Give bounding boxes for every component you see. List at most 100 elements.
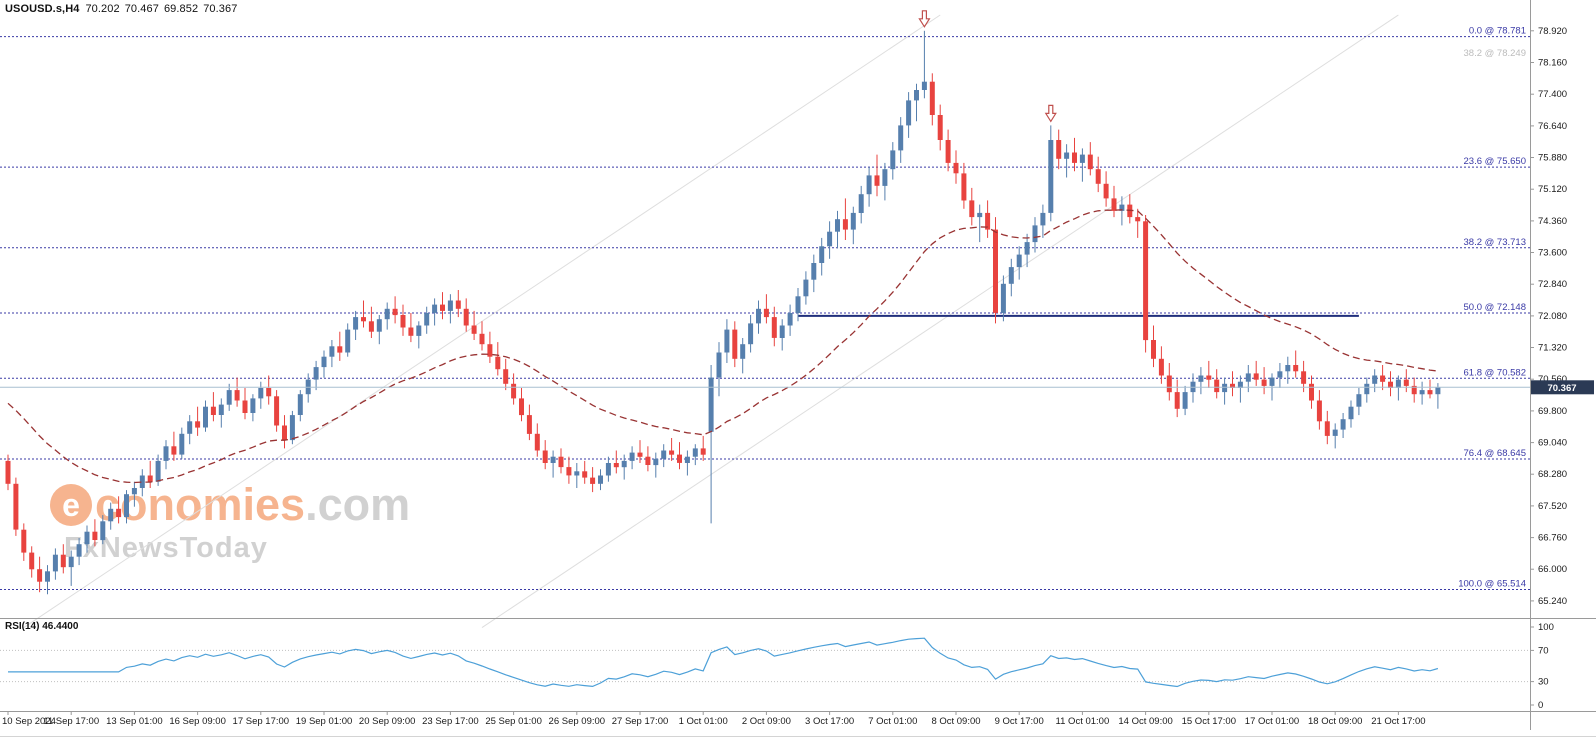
candle-body xyxy=(1198,375,1204,382)
high-value: 70.467 xyxy=(124,3,159,15)
y-axis-label: 67.520 xyxy=(1538,501,1567,512)
x-axis-label: 23 Sep 17:00 xyxy=(422,716,479,727)
y-axis-label: 71.320 xyxy=(1538,343,1567,354)
candle-body xyxy=(368,321,374,332)
candle-body xyxy=(1111,198,1117,211)
candle-body xyxy=(1395,379,1401,388)
candle-body xyxy=(819,246,825,263)
rsi-axis-label: 100 xyxy=(1538,622,1554,633)
candle-body xyxy=(1166,375,1172,393)
close-value: 70.367 xyxy=(203,3,238,15)
candle-body xyxy=(566,467,572,476)
candle-body xyxy=(969,200,975,218)
candle-body xyxy=(68,556,74,568)
candle-body xyxy=(179,433,185,455)
candle-body xyxy=(1427,390,1433,395)
rsi-indicator-label: RSI(14) 46.4400 xyxy=(5,621,79,632)
candle-body xyxy=(1356,394,1362,407)
y-axis-label: 78.920 xyxy=(1538,26,1567,37)
fib-label: 100.0 @ 65.514 xyxy=(1458,579,1526,590)
candle-body xyxy=(858,194,864,213)
candle-body xyxy=(763,308,769,318)
x-axis-label: 7 Oct 01:00 xyxy=(868,716,917,727)
candle-body xyxy=(1079,154,1085,163)
candle-body xyxy=(906,100,912,126)
candle-body xyxy=(195,421,201,428)
candle-body xyxy=(795,296,801,313)
candle-body xyxy=(171,446,177,455)
x-axis-label: 16 Sep 09:00 xyxy=(169,716,226,727)
candle-body xyxy=(203,406,208,428)
candle-body xyxy=(953,162,959,174)
down-arrow-icon xyxy=(1044,104,1057,123)
y-axis-label: 72.840 xyxy=(1538,279,1567,290)
fib-label: 76.4 @ 68.645 xyxy=(1464,448,1526,459)
candle-body xyxy=(345,329,351,353)
candle-body xyxy=(487,344,493,357)
candle-body xyxy=(424,313,430,326)
candle-body xyxy=(13,483,19,530)
candle-body xyxy=(337,346,343,353)
candle-body xyxy=(37,569,43,582)
x-axis-label: 20 Sep 09:00 xyxy=(359,716,416,727)
candle-body xyxy=(692,448,698,457)
x-axis-label: 1 Oct 01:00 xyxy=(679,716,728,727)
candle-body xyxy=(534,433,540,451)
y-axis-label: 77.400 xyxy=(1538,89,1567,100)
y-axis-label: 72.080 xyxy=(1538,311,1567,322)
candle-body xyxy=(598,475,603,484)
candle-body xyxy=(582,471,588,478)
candle-body xyxy=(5,460,11,484)
y-axis-label: 69.040 xyxy=(1538,438,1567,449)
price-axis[interactable]: 78.920 78.160 77.400 76.640 75.880 75.120 74.3… xyxy=(1530,26,1594,607)
trendlines[interactable] xyxy=(23,14,1399,629)
candle-body xyxy=(779,325,785,338)
candle-body xyxy=(1348,406,1354,420)
candle-body xyxy=(945,140,951,163)
economies-logo-icon: e xyxy=(50,483,92,526)
candle-body xyxy=(1253,373,1259,380)
x-axis-label: 21 Oct 17:00 xyxy=(1371,716,1425,727)
candle-body xyxy=(961,173,967,201)
y-axis-label: 66.000 xyxy=(1538,564,1567,575)
candle-body xyxy=(210,406,216,415)
candle-body xyxy=(1230,383,1235,388)
current-price-badge xyxy=(1531,380,1594,395)
trendline[interactable] xyxy=(481,14,1399,629)
candle-body xyxy=(1285,365,1291,372)
candle-body xyxy=(329,346,335,357)
candle-body xyxy=(669,450,675,455)
candle-body xyxy=(1340,419,1346,430)
candle-body xyxy=(187,421,193,434)
candle-body xyxy=(550,456,556,463)
watermark: e conomies .com FxNewsToday xyxy=(50,482,410,565)
candle-body xyxy=(890,150,896,170)
candle-body xyxy=(100,521,106,541)
fibonacci-levels[interactable]: 0.0 @ 78.781 23.6 @ 75.650 38.2 @ 73.713 50… xyxy=(0,26,1530,590)
candle-body xyxy=(1269,377,1275,386)
y-axis-label: 69.800 xyxy=(1538,406,1567,417)
moving-average-line[interactable] xyxy=(7,209,1438,484)
candle-body xyxy=(76,544,82,557)
x-axis-label: 17 Oct 01:00 xyxy=(1245,716,1299,727)
candle-body xyxy=(1316,400,1322,422)
candle-body xyxy=(1143,221,1149,341)
candle-body xyxy=(1103,183,1109,199)
candle-body xyxy=(1119,204,1125,211)
candle-body xyxy=(771,317,777,338)
fib-label: 0.0 @ 78.781 xyxy=(1469,26,1526,37)
candle-body xyxy=(708,377,714,432)
y-axis-label: 78.160 xyxy=(1538,58,1567,69)
candle-body xyxy=(321,356,327,368)
candle-body xyxy=(1372,375,1378,384)
candle-body xyxy=(313,367,319,380)
x-axis-label: 13 Sep 01:00 xyxy=(106,716,163,727)
candle-body xyxy=(1403,379,1409,386)
candle-body xyxy=(677,454,682,463)
candle-body xyxy=(1435,387,1441,395)
candle-body xyxy=(732,329,738,359)
rsi-panel: 100 70 30 0 xyxy=(0,622,1554,711)
